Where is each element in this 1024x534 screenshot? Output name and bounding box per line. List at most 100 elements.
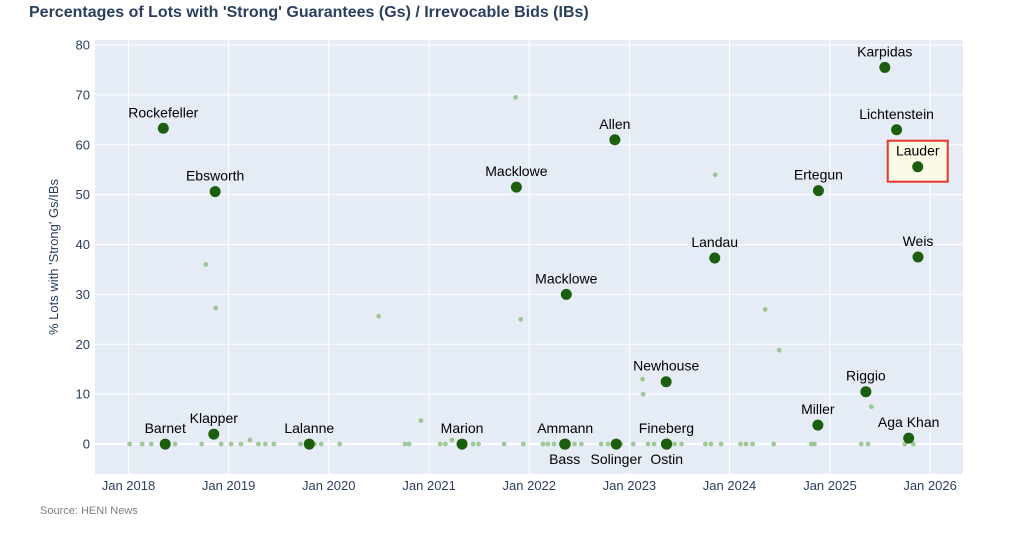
- minor-point: [578, 441, 584, 447]
- minor-point: [298, 441, 303, 447]
- minor-point: [406, 441, 412, 447]
- data-label: Barnet: [145, 420, 186, 436]
- data-point: [209, 186, 221, 198]
- source-note: Source: HENI News: [40, 505, 138, 517]
- minor-point: [148, 441, 154, 447]
- minor-point: [513, 94, 518, 100]
- minor-point: [139, 441, 145, 447]
- data-label: Ammann: [537, 420, 593, 436]
- minor-point: [213, 305, 219, 311]
- data-point: [879, 61, 891, 73]
- minor-point: [418, 418, 424, 424]
- data-label: Aga Khan: [878, 414, 940, 430]
- minor-point: [718, 441, 724, 447]
- data-label: Macklowe: [485, 163, 547, 179]
- minor-point: [256, 441, 261, 447]
- minor-point: [172, 441, 178, 447]
- y-tick-label: 80: [76, 37, 90, 52]
- data-point: [610, 438, 622, 450]
- y-tick-label: 70: [76, 87, 90, 102]
- x-tick-label: Jan 2021: [402, 478, 456, 493]
- data-point: [456, 438, 468, 450]
- x-tick-label: Jan 2026: [903, 478, 957, 493]
- data-label: Macklowe: [535, 270, 597, 286]
- data-label: Landau: [691, 234, 738, 250]
- data-point: [812, 185, 824, 197]
- data-label: Klapper: [190, 410, 239, 426]
- minor-point: [605, 441, 611, 447]
- y-tick-label: 20: [76, 337, 90, 352]
- minor-point: [228, 441, 234, 447]
- minor-point: [651, 441, 657, 447]
- minor-point: [247, 437, 253, 443]
- data-point: [157, 122, 169, 134]
- data-label: Lalanne: [284, 420, 334, 436]
- minor-point: [520, 441, 526, 447]
- data-label: Ostin: [650, 451, 683, 467]
- data-point: [660, 376, 672, 388]
- data-point: [159, 438, 171, 450]
- minor-point: [645, 441, 651, 447]
- minor-point: [868, 404, 874, 410]
- minor-point: [518, 316, 524, 322]
- data-label: Bass: [549, 451, 580, 467]
- x-tick-label: Jan 2020: [302, 478, 356, 493]
- x-tick-label: Jan 2023: [603, 478, 657, 493]
- data-label: Newhouse: [633, 358, 699, 374]
- data-point: [812, 419, 824, 431]
- data-point: [303, 438, 315, 450]
- x-tick-label: Jan 2019: [202, 478, 256, 493]
- minor-point: [708, 441, 714, 447]
- data-point: [560, 288, 572, 300]
- data-label: Lauder: [896, 143, 940, 159]
- minor-point: [442, 441, 448, 447]
- y-tick-label: 10: [76, 387, 90, 402]
- minor-point: [218, 441, 224, 447]
- y-tick-label: 0: [83, 437, 90, 452]
- data-label: Karpidas: [857, 43, 912, 59]
- data-label: Marion: [441, 420, 484, 436]
- minor-point: [545, 441, 551, 447]
- data-label: Miller: [801, 401, 835, 417]
- data-point: [891, 124, 903, 136]
- minor-point: [262, 441, 268, 447]
- minor-point: [672, 441, 678, 447]
- data-point: [661, 438, 673, 450]
- data-point: [609, 134, 621, 146]
- minor-point: [712, 172, 718, 178]
- x-tick-label: Jan 2018: [102, 478, 156, 493]
- data-label: Ebsworth: [186, 168, 244, 184]
- minor-point: [640, 376, 645, 382]
- data-point: [510, 181, 522, 193]
- scatter-chart: Jan 2018 Jan 2019 Jan 2020 Jan 2021 Jan 2022…: [46, 37, 963, 493]
- data-label: Rockefeller: [128, 104, 198, 120]
- minor-point: [238, 441, 244, 447]
- minor-point: [476, 441, 481, 447]
- data-label: Ertegun: [794, 167, 843, 183]
- minor-point: [551, 441, 557, 447]
- y-tick-label: 30: [76, 287, 90, 302]
- data-label: Fineberg: [639, 420, 694, 436]
- minor-point: [540, 441, 546, 447]
- data-point: [709, 252, 721, 264]
- data-label: Weis: [903, 233, 934, 249]
- minor-point: [470, 441, 476, 447]
- minor-point: [762, 306, 768, 312]
- minor-point: [203, 262, 209, 267]
- data-label: Solinger: [591, 451, 643, 467]
- minor-point: [865, 441, 871, 447]
- minor-point: [743, 441, 749, 447]
- y-tick-label: 40: [76, 237, 90, 252]
- minor-point: [640, 391, 646, 397]
- data-point: [208, 428, 220, 440]
- minor-point: [738, 441, 743, 447]
- data-point: [860, 386, 872, 398]
- minor-point: [376, 313, 382, 319]
- minor-point: [318, 441, 324, 447]
- y-tick-label: 50: [76, 187, 90, 202]
- minor-point: [702, 441, 708, 447]
- minor-point: [271, 441, 277, 447]
- minor-point: [501, 441, 507, 447]
- minor-point: [437, 441, 443, 447]
- x-tick-label: Jan 2022: [503, 478, 557, 493]
